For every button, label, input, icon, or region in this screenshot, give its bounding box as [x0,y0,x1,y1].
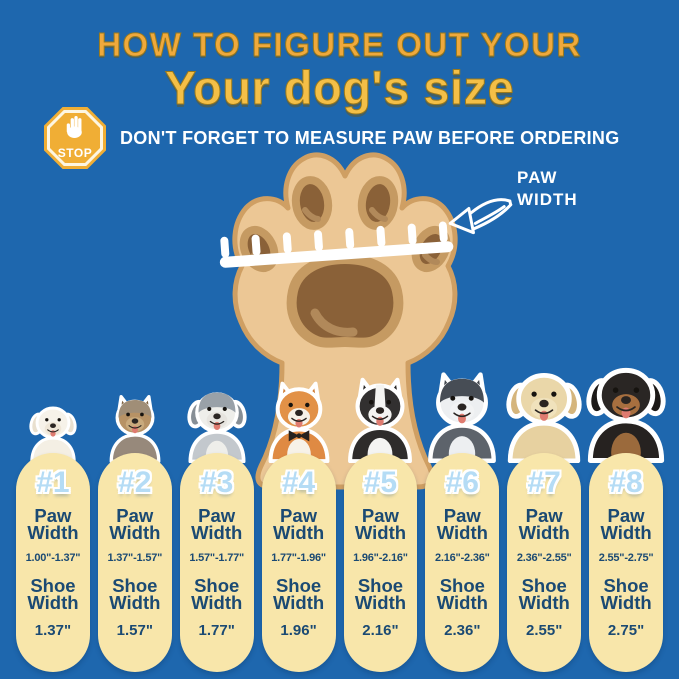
size-pill: #7 Paw Width 2.36"-2.55" Shoe Width 2.55… [507,453,582,672]
shoe-width-label: Shoe Width [436,575,488,614]
size-pill: #3 Paw Width 1.57"-1.77" Shoe Width 1.77… [179,453,254,672]
dog-photo [180,383,254,471]
shoe-width-label: Shoe Width [600,575,652,614]
size-number: #5 [363,466,398,499]
shoe-width-value: 2.16" [362,622,399,640]
warning-text: DON'T FORGET TO MEASURE PAW BEFORE ORDER… [120,127,620,148]
size-column-7: #7 Paw Width 2.36"-2.55" Shoe Width 2.55… [506,372,582,672]
dog-golden-retriever-icon [506,372,582,464]
paw-width-range: 1.77"-1.96" [271,552,326,565]
paw-width-label: Paw Width [109,505,161,544]
paw-width-range: 1.96"-2.16" [353,552,408,565]
stop-sign-icon: STOP [44,107,106,169]
shoe-width-label: Shoe Width [272,575,325,614]
size-column-1: #1 Paw Width 1.00"-1.37" Shoe Width 1.37… [16,406,90,672]
size-pill: #5 Paw Width 1.96"-2.16" Shoe Width 2.16… [343,453,418,672]
size-column-3: #3 Paw Width 1.57"-1.77" Shoe Width 1.77… [179,392,254,672]
paw-width-range: 2.16"-2.36" [434,552,490,565]
stop-label: STOP [57,146,93,160]
size-pill: #2 Paw Width 1.37"-1.57" Shoe Width 1.57… [97,453,172,672]
shoe-width-value: 1.57" [116,622,153,640]
size-number: #7 [527,466,561,499]
paw-width-label: Paw Width [436,505,488,544]
size-column-4: #4 Paw Width 1.77"-1.96" Shoe Width 1.96… [261,381,336,672]
paw-width-label: Paw Width [354,505,407,544]
size-column-6: #6 Paw Width 2.16"-2.36" Shoe Width 2.36… [425,372,500,672]
dog-shiba-inu-icon [268,381,329,471]
dog-photo [577,355,676,473]
hand-icon [66,116,82,138]
shoe-width-label: Shoe Width [354,575,407,614]
size-pill: #6 Paw Width 2.16"-2.36" Shoe Width 2.36… [425,453,500,672]
size-number: #4 [281,466,316,499]
size-number: #1 [36,466,70,499]
paw-width-range: 1.37"-1.57" [107,552,163,565]
size-pill: #1 Paw Width 1.00"-1.37" Shoe Width 1.37… [16,453,90,672]
paw-width-arrow-icon [448,198,513,235]
shoe-width-value: 1.96" [280,622,317,640]
paw-width-range: 2.55"-2.75" [598,552,654,565]
size-chart: #1 Paw Width 1.00"-1.37" Shoe Width 1.37… [16,367,666,672]
size-number: #2 [118,466,152,499]
paw-width-range: 1.57"-1.77" [189,552,245,565]
page-title: HOW TO FIGURE OUT YOUR [97,26,582,64]
shoe-width-label: Shoe Width [191,575,243,614]
warning-row: STOP DON'T FORGET TO MEASURE PAW BEFORE … [44,106,653,170]
size-number: #6 [445,466,479,499]
paw-width-label: Paw Width [518,505,570,544]
shoe-width-value: 2.36" [444,622,481,640]
paw-width-range: 2.36"-2.55" [516,552,572,565]
paw-width-label: Paw Width [27,505,79,544]
size-pill: #8 Paw Width 2.55"-2.75" Shoe Width 2.75… [589,453,663,672]
shoe-width-label: Shoe Width [109,575,161,614]
paw-width-callout: PAW WIDTH [517,168,578,210]
size-pill: #4 Paw Width 1.77"-1.96" Shoe Width 1.96… [261,453,336,672]
shoe-width-value: 1.77" [198,622,235,640]
shoe-width-value: 1.37" [34,622,72,640]
measuring-ruler-icon [219,221,454,268]
shoe-width-value: 2.55" [526,622,563,640]
shoe-width-label: Shoe Width [27,575,79,614]
dog-photo [259,377,338,471]
size-column-8: #8 Paw Width 2.55"-2.75" Shoe Width 2.75… [586,367,666,672]
paw-width-label: Paw Width [191,505,243,544]
page-subtitle: Your dog's size [164,61,515,115]
shoe-width-value: 2.75" [607,622,645,640]
dog-border-collie-icon [348,377,413,472]
paw-width-range: 1.00"-1.37" [25,552,81,565]
size-number: #3 [200,466,234,499]
size-column-2: #2 Paw Width 1.37"-1.57" Shoe Width 1.57… [97,394,172,672]
shoe-width-label: Shoe Width [518,575,570,614]
dog-alaskan-malamute-icon [428,372,497,472]
paw-width-label: Paw Width [600,505,652,544]
size-column-5: #5 Paw Width 1.96"-2.16" Shoe Width 2.16… [343,377,418,672]
dog-bearded-collie-icon [187,392,247,471]
size-number: #8 [609,466,643,499]
paw-width-label: Paw Width [272,505,325,544]
dog-rottweiler-icon [586,367,666,473]
dog-photo [497,361,591,468]
